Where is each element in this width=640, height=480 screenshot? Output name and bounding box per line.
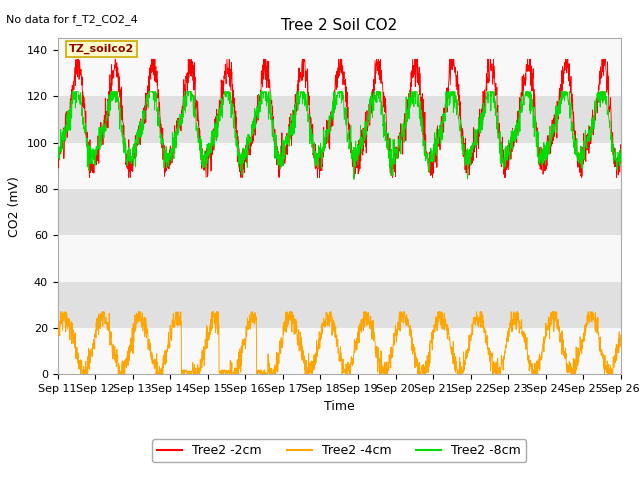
Tree2 -8cm [504, 146, 511, 152]
Tree2 -4cm [568, 366, 575, 372]
Tree2 -4cm [356, 321, 364, 326]
Tree2 -8cm [583, 134, 591, 140]
Bar [58, 282, 621, 328]
Text: No data for f_T2_CO2_4: No data for f_T2_CO2_4 [6, 14, 138, 25]
Tree2 -8cm [617, 146, 625, 152]
Tree2 -8cm [211, 120, 219, 125]
Tree2 -4cm [54, 335, 61, 341]
Tree2 -2cm [74, 56, 81, 62]
Text: TZ_soilco2: TZ_soilco2 [69, 44, 134, 54]
Bar [58, 96, 621, 143]
Tree2 -8cm [54, 154, 61, 160]
Bar [58, 328, 621, 374]
Tree2 -2cm [54, 155, 61, 160]
Tree2 -2cm [211, 127, 219, 133]
Tree2 -8cm [356, 136, 364, 142]
Tree2 -2cm [356, 166, 364, 172]
Tree2 -2cm [617, 151, 625, 156]
Bar [58, 38, 621, 50]
Tree2 -2cm [369, 96, 376, 101]
Tree2 -4cm [583, 312, 591, 318]
Tree2 -2cm [583, 147, 591, 153]
Line: Tree2 -4cm: Tree2 -4cm [58, 312, 621, 374]
Line: Tree2 -2cm: Tree2 -2cm [58, 59, 621, 178]
Tree2 -8cm [568, 119, 575, 124]
Y-axis label: CO2 (mV): CO2 (mV) [8, 176, 21, 237]
Tree2 -2cm [504, 150, 511, 156]
Tree2 -2cm [86, 175, 93, 180]
Bar [58, 235, 621, 282]
Bar [58, 143, 621, 189]
Tree2 -8cm [68, 89, 76, 95]
Tree2 -8cm [350, 177, 358, 182]
Tree2 -2cm [568, 98, 575, 104]
Tree2 -4cm [211, 310, 219, 316]
Tree2 -4cm [78, 372, 86, 377]
Tree2 -4cm [504, 333, 511, 339]
Title: Tree 2 Soil CO2: Tree 2 Soil CO2 [281, 18, 397, 33]
Line: Tree2 -8cm: Tree2 -8cm [58, 92, 621, 180]
Legend: Tree2 -2cm, Tree2 -4cm, Tree2 -8cm: Tree2 -2cm, Tree2 -4cm, Tree2 -8cm [152, 439, 526, 462]
Bar [58, 50, 621, 96]
X-axis label: Time: Time [324, 400, 355, 413]
Tree2 -8cm [369, 109, 376, 115]
Tree2 -4cm [369, 319, 376, 325]
Bar [58, 189, 621, 235]
Tree2 -4cm [617, 332, 625, 337]
Tree2 -4cm [57, 309, 65, 315]
